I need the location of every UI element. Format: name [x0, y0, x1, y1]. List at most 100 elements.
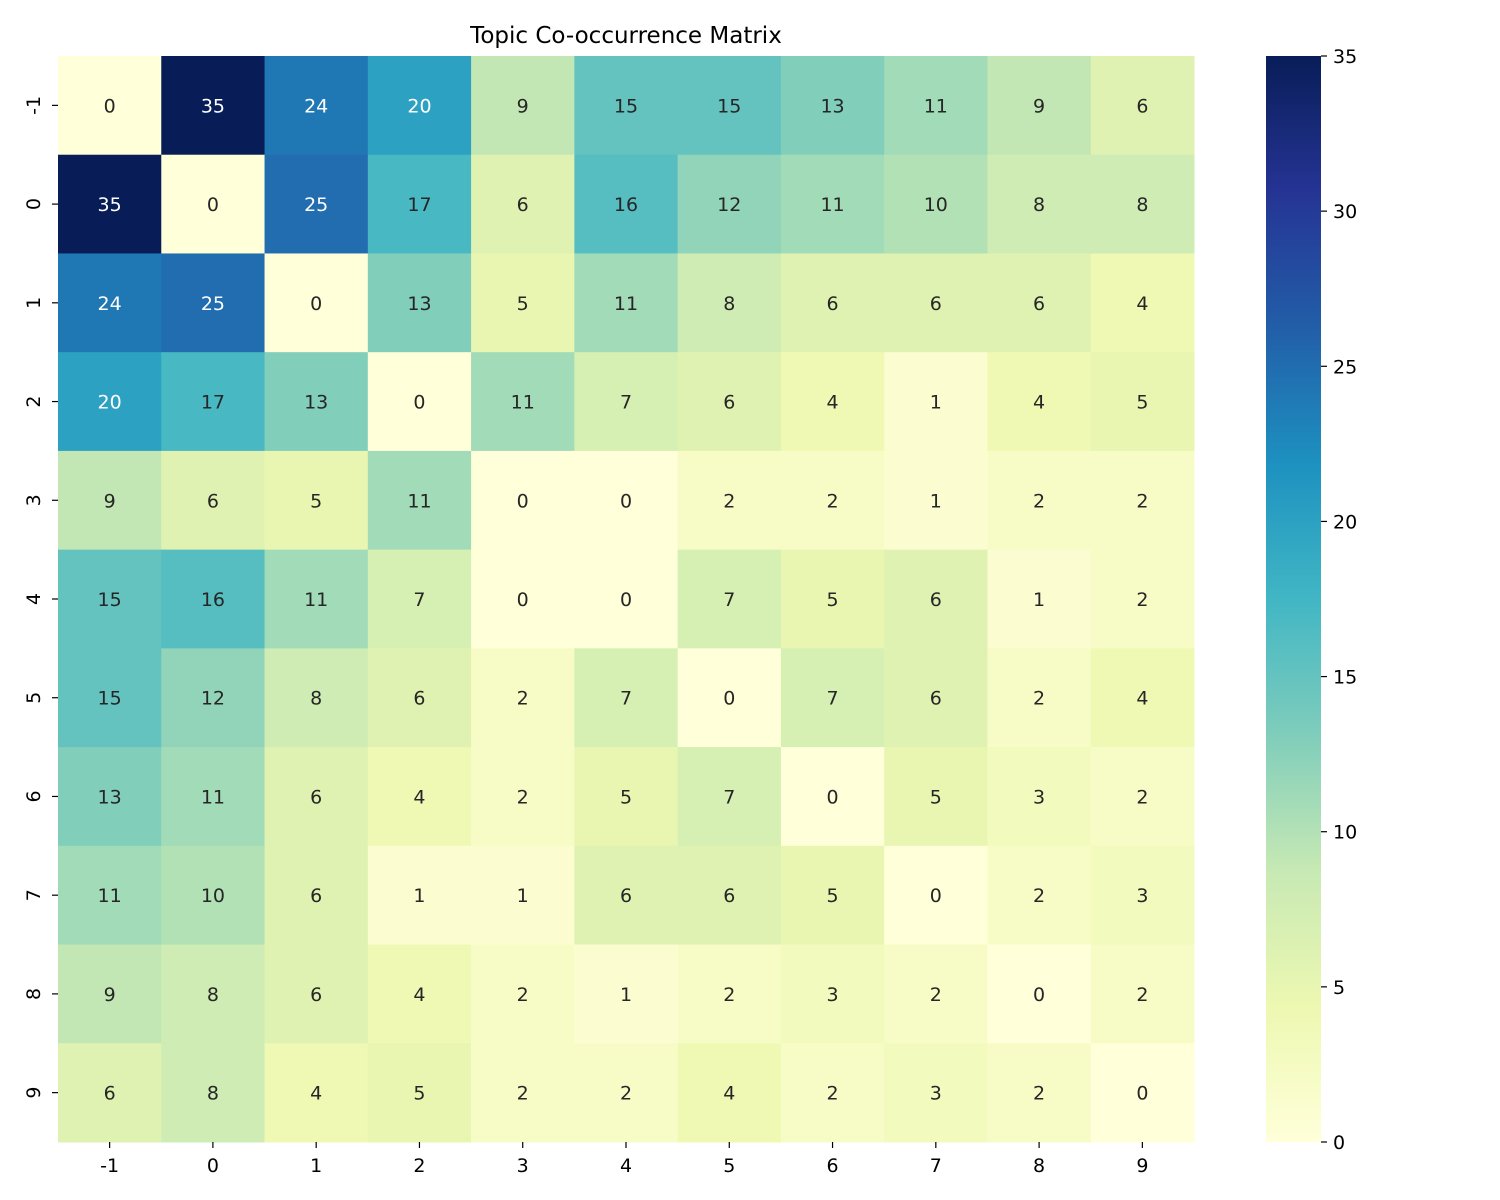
- heatmap-cell-r6-c7: [884, 747, 988, 847]
- cell-value-label: 2: [1136, 984, 1148, 1006]
- heatmap-cell-r0-c9: [1090, 154, 1195, 254]
- heatmap-cell-r7-c4: [574, 845, 679, 946]
- heatmap-cell-r3-c3: [471, 450, 575, 551]
- cell-value-label: 15: [98, 688, 122, 710]
- cell-value-label: 9: [104, 984, 116, 1006]
- heatmap-cell-r2-c9: [1090, 352, 1195, 452]
- cell-value-label: 15: [614, 95, 638, 117]
- cell-value-label: 0: [1136, 1083, 1148, 1105]
- cell-value-label: 13: [407, 293, 431, 315]
- cell-value-label: 3: [1136, 885, 1148, 907]
- cell-value-label: 5: [930, 786, 942, 808]
- x-tick-label: 9: [1136, 1155, 1148, 1177]
- heatmap-cell-r9-c8: [987, 1043, 1092, 1143]
- heatmap-cell-r-1-c6: [780, 56, 885, 156]
- heatmap-cell-r2-c1: [264, 352, 369, 452]
- cell-value-label: 6: [310, 984, 322, 1006]
- cell-value-label: 9: [517, 95, 529, 117]
- cell-value-label: 0: [517, 589, 529, 611]
- cell-value-label: 2: [1033, 1083, 1045, 1105]
- heatmap-cell-r9-c9: [1090, 1043, 1195, 1143]
- cell-value-label: 5: [517, 293, 529, 315]
- heatmap-cell-r5-c9: [1090, 648, 1195, 748]
- cell-value-label: 0: [826, 786, 838, 808]
- cell-value-label: 10: [201, 885, 225, 907]
- heatmap-cell-r9-c6: [780, 1043, 885, 1143]
- heatmap-cell-r8-c5: [677, 944, 782, 1044]
- heatmap-cell-r7-c5: [677, 845, 782, 946]
- cell-value-label: 7: [723, 786, 735, 808]
- x-tick-label: 3: [517, 1155, 529, 1177]
- heatmap-cell-r0-c8: [987, 154, 1092, 254]
- heatmap-cell-r3-c4: [574, 450, 679, 551]
- heatmap-cell-r6-c0: [161, 747, 266, 847]
- cell-value-label: 16: [201, 589, 225, 611]
- cell-value-label: 11: [304, 589, 328, 611]
- heatmap-cell-r3-c5: [677, 450, 782, 551]
- x-tick-label: 7: [930, 1155, 942, 1177]
- cell-value-label: 11: [98, 885, 122, 907]
- cell-value-label: 4: [723, 1083, 735, 1105]
- heatmap-cell-r3-c-1: [58, 450, 162, 551]
- cell-value-label: 5: [413, 1083, 425, 1105]
- cell-value-label: 2: [1136, 589, 1148, 611]
- y-axis: -1 0 1 2 3 4 5 6 7 8 9: [23, 96, 58, 1099]
- heatmap-cell-r0-c5: [677, 154, 782, 254]
- cell-value-label: 2: [826, 490, 838, 512]
- heatmap-cell-r1-c2: [367, 253, 472, 353]
- cell-value-label: 2: [1033, 885, 1045, 907]
- colorbar-tick-label: 10: [1333, 822, 1357, 844]
- heatmap-cell-r7-c8: [987, 845, 1092, 946]
- heatmap-cell-r8-c-1: [58, 944, 162, 1044]
- heatmap-cell-r2-c2: [367, 352, 472, 452]
- cell-value-label: 8: [723, 293, 735, 315]
- cell-value-label: 1: [620, 984, 632, 1006]
- cell-value-label: 0: [310, 293, 322, 315]
- heatmap-cell-r1-c8: [987, 253, 1092, 353]
- heatmap-cell-r7-c6: [780, 845, 885, 946]
- heatmap-cell-r1-c0: [161, 253, 266, 353]
- x-tick-label: 8: [1033, 1155, 1045, 1177]
- cell-value-label: 6: [1033, 293, 1045, 315]
- heatmap-cell-r9-c0: [161, 1043, 266, 1143]
- cell-value-label: 6: [930, 293, 942, 315]
- y-tick-label: 8: [23, 988, 45, 1000]
- y-tick-label: 3: [23, 494, 45, 506]
- heatmap-cell-r1-c6: [780, 253, 885, 353]
- heatmap-cell-r9-c1: [264, 1043, 369, 1143]
- heatmap-cell-r1-c7: [884, 253, 988, 353]
- cell-value-label: 2: [517, 984, 529, 1006]
- y-tick-label: -1: [23, 96, 45, 115]
- cell-value-label: 5: [620, 786, 632, 808]
- cell-value-label: 12: [717, 194, 741, 216]
- cell-value-label: 1: [517, 885, 529, 907]
- heatmap-cell-r9-c2: [367, 1043, 472, 1143]
- cell-value-label: 0: [620, 589, 632, 611]
- heatmap-cell-r9-c7: [884, 1043, 988, 1143]
- cell-value-label: 25: [201, 293, 225, 315]
- x-tick-label: 1: [310, 1155, 322, 1177]
- cell-value-label: 5: [826, 885, 838, 907]
- heatmap-cell-r6-c-1: [58, 747, 162, 847]
- cell-value-label: 7: [620, 688, 632, 710]
- heatmap-cell-r6-c5: [677, 747, 782, 847]
- cell-value-label: 4: [1033, 392, 1045, 414]
- heatmap-cell-r-1-c3: [471, 56, 575, 156]
- heatmap-cell-r4-c5: [677, 549, 782, 649]
- heatmap-cell-r1-c3: [471, 253, 575, 353]
- cell-value-label: 0: [207, 194, 219, 216]
- heatmap-cell-r3-c7: [884, 450, 988, 551]
- cell-value-label: 35: [98, 194, 122, 216]
- heatmap-cell-r7-c7: [884, 845, 988, 946]
- cell-value-label: 2: [517, 688, 529, 710]
- heatmap-cell-r5-c5: [677, 648, 782, 748]
- cell-value-label: 1: [930, 490, 942, 512]
- heatmap-cell-r-1-c9: [1090, 56, 1195, 156]
- x-tick-label: 5: [723, 1155, 735, 1177]
- y-tick-label: 6: [23, 790, 45, 802]
- heatmap-cell-r5-c7: [884, 648, 988, 748]
- cell-value-label: 6: [207, 490, 219, 512]
- heatmap-cell-r6-c3: [471, 747, 575, 847]
- cell-value-label: 3: [826, 984, 838, 1006]
